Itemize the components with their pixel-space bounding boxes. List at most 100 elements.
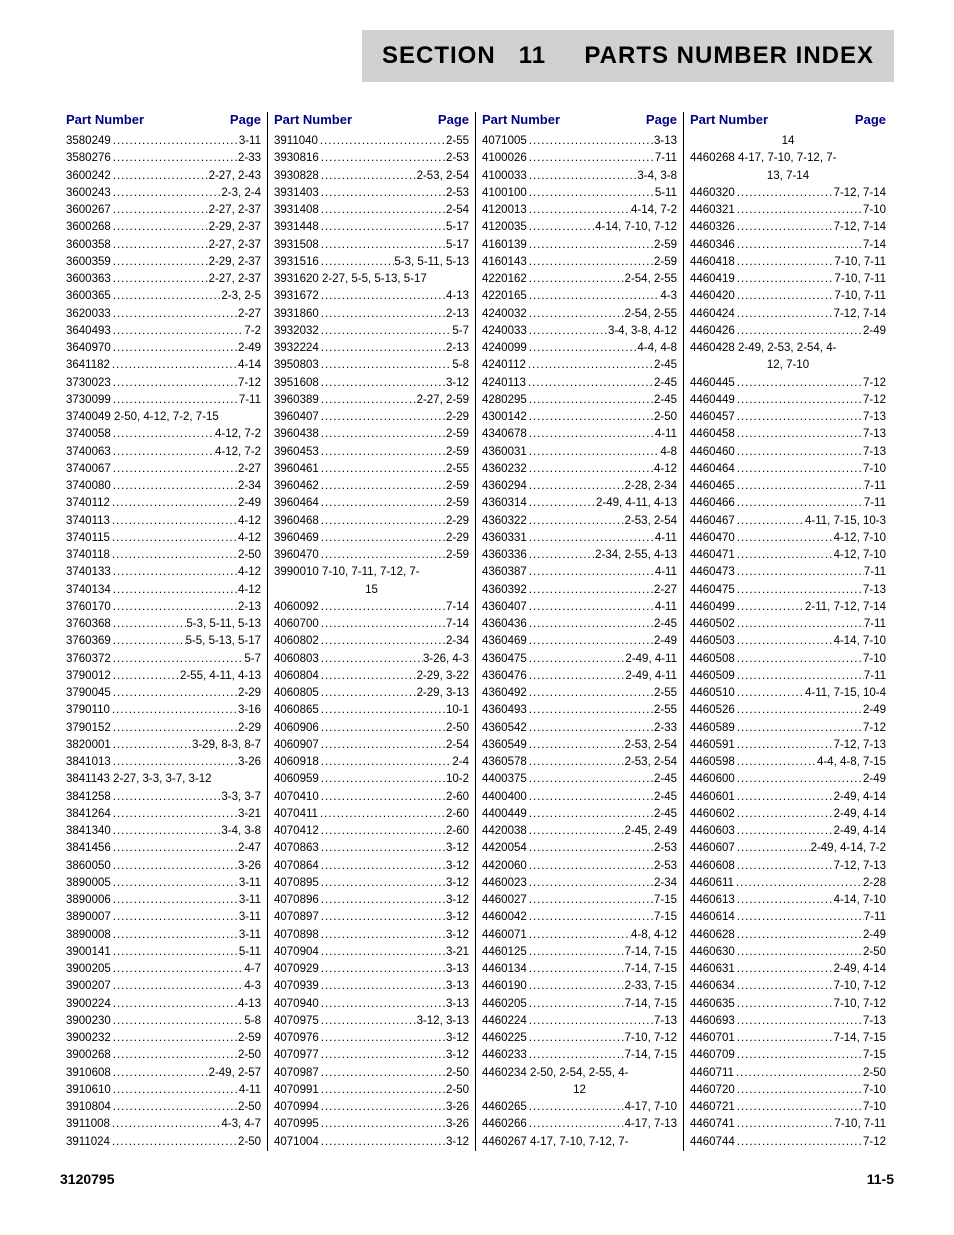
- leader-dots: [735, 1134, 863, 1151]
- leader-dots: [111, 1082, 239, 1099]
- part-number: 3740067: [66, 461, 111, 478]
- index-entry: 44605262-49: [690, 702, 886, 719]
- page-ref: 2-55: [446, 133, 469, 150]
- page-ref: 7-13: [863, 1013, 886, 1030]
- page-ref: 5-11: [655, 185, 677, 202]
- part-number: 4070976: [274, 1030, 319, 1047]
- leader-dots: [527, 237, 654, 254]
- index-entry: 39002054-7: [66, 961, 261, 978]
- leader-dots: [319, 461, 446, 478]
- page-ref: 4-11, 7-15, 10-3: [805, 513, 886, 530]
- leader-dots: [111, 633, 186, 650]
- leader-dots: [735, 288, 835, 305]
- part-number: 4070895: [274, 875, 319, 892]
- leader-dots: [735, 375, 863, 392]
- part-number: 3841143: [66, 771, 110, 788]
- leader-dots: [527, 513, 625, 530]
- leader-dots: [319, 1116, 446, 1133]
- index-entry: 39604612-55: [274, 461, 469, 478]
- part-number: 3960462: [274, 478, 319, 495]
- page-ref: 2-45: [654, 392, 677, 409]
- leader-dots: [735, 564, 864, 581]
- index-entry: 39320325-7: [274, 323, 469, 340]
- index-entry: 37400672-27: [66, 461, 261, 478]
- part-number: 3931403: [274, 185, 319, 202]
- page-ref: 7-10, 7-11, 7-12, 7-: [322, 564, 420, 581]
- part-number: 4460509: [690, 668, 735, 685]
- page-ref: 5-17: [446, 237, 469, 254]
- leader-dots: [111, 599, 238, 616]
- part-number: 4460320: [690, 185, 735, 202]
- page-ref: 2-45: [654, 375, 677, 392]
- part-number: 3600242: [66, 168, 111, 185]
- part-number: 3600267: [66, 202, 111, 219]
- index-entry: 39604682-29: [274, 513, 469, 530]
- index-entry: 44606357-10, 7-12: [690, 996, 886, 1013]
- page-ref: 2-27, 2-37: [209, 271, 261, 288]
- leader-dots: [735, 461, 863, 478]
- index-entry: 43604922-55: [482, 685, 677, 702]
- leader-dots: [735, 806, 834, 823]
- index-entry: 3740049 2-50, 4-12, 7-2, 7-15: [66, 409, 261, 426]
- index-entry: 36002672-27, 2-37: [66, 202, 261, 219]
- page-ref: 7-12, 7-14: [834, 306, 886, 323]
- part-number: 4060959: [274, 771, 319, 788]
- index-entry: 40709872-50: [274, 1065, 469, 1082]
- page-ref: 7-14, 7-15: [625, 961, 677, 978]
- part-number: 3951608: [274, 375, 319, 392]
- leader-dots: [110, 357, 238, 374]
- leader-dots: [527, 444, 661, 461]
- page-ref: 7-11: [864, 616, 886, 633]
- part-number: 4460265: [482, 1099, 527, 1116]
- index-entry: 44604757-13: [690, 582, 886, 599]
- leader-dots: [319, 547, 446, 564]
- page-ref: 2-27: [654, 582, 677, 599]
- part-number: 4360436: [482, 616, 527, 633]
- index-entry: 36200332-27: [66, 306, 261, 323]
- page-ref: 5-8: [452, 357, 469, 374]
- index-entry: 41000333-4, 3-8: [482, 168, 677, 185]
- part-number: 4460458: [690, 426, 735, 443]
- index-entry: 37401154-12: [66, 530, 261, 547]
- page-ref: 2-49, 4-14: [834, 823, 886, 840]
- index-entry: 39110084-3, 4-7: [66, 1116, 261, 1133]
- col-header-partnumber: Part Number: [690, 112, 768, 127]
- page-ref: 4-14, 7-10: [834, 633, 886, 650]
- page-ref: 2-29, 3-22: [417, 668, 469, 685]
- part-number: 4460134: [482, 961, 527, 978]
- leader-dots: [735, 271, 835, 288]
- part-number: 4360387: [482, 564, 527, 581]
- index-entry-continuation: 15: [274, 582, 469, 599]
- part-number: 4070897: [274, 909, 319, 926]
- index-entry: 39314485-17: [274, 219, 469, 236]
- index-entry: 39002244-13: [66, 996, 261, 1013]
- index-entry: 39314082-54: [274, 202, 469, 219]
- index-entry: 40608022-34: [274, 633, 469, 650]
- page-ref: 2-54: [446, 737, 469, 754]
- index-entry: 37401122-49: [66, 495, 261, 512]
- part-number: 4460460: [690, 444, 735, 461]
- part-number: 4120035: [482, 219, 527, 236]
- leader-dots: [111, 582, 238, 599]
- part-number: 4460418: [690, 254, 735, 271]
- leader-dots: [111, 875, 239, 892]
- leader-dots: [527, 1013, 654, 1030]
- part-number: 4070863: [274, 840, 319, 857]
- index-entry: 39604692-29: [274, 530, 469, 547]
- leader-dots: [527, 1116, 625, 1133]
- leader-dots: [527, 392, 654, 409]
- leader-dots: [319, 357, 453, 374]
- leader-dots: [111, 823, 222, 840]
- part-number: 4100026: [482, 150, 527, 167]
- col-header-page: Page: [438, 112, 469, 127]
- index-entry: 42201654-3: [482, 288, 677, 305]
- part-number: 4460598: [690, 754, 735, 771]
- index-entry: 39106104-11: [66, 1082, 261, 1099]
- part-number: 4070411: [274, 806, 318, 823]
- index-entry: 43603142-49, 4-11, 4-13: [482, 495, 677, 512]
- part-number: 4400400: [482, 789, 527, 806]
- part-number: 4460321: [690, 202, 735, 219]
- leader-dots: [527, 202, 631, 219]
- page-ref: 2-29: [446, 409, 469, 426]
- leader-dots: [735, 409, 863, 426]
